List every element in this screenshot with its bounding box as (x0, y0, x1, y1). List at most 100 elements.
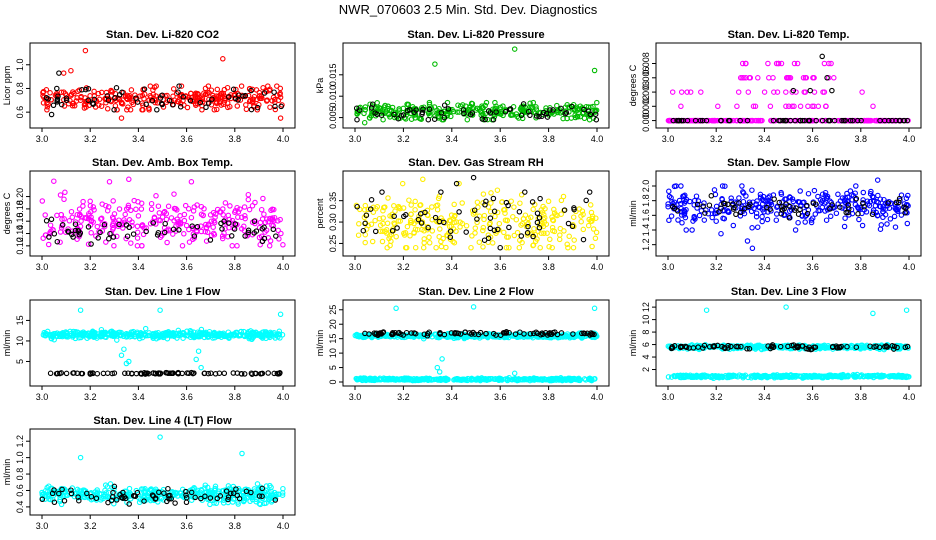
data-point (51, 336, 57, 343)
data-point (829, 202, 835, 208)
data-point (204, 91, 210, 97)
data-point (721, 215, 728, 222)
data-point (749, 187, 755, 193)
data-point (421, 228, 427, 234)
data-point (858, 117, 864, 124)
data-point (585, 222, 592, 229)
data-point (448, 113, 454, 120)
data-point (514, 229, 521, 236)
data-point (263, 98, 270, 104)
data-point (57, 229, 64, 235)
data-point (859, 222, 866, 229)
data-point (487, 215, 494, 221)
data-point (404, 101, 410, 108)
x-tick-label: 3.2 (84, 134, 97, 144)
data-point (408, 202, 414, 208)
data-point (551, 206, 557, 213)
data-point (368, 197, 375, 203)
data-point (403, 329, 410, 336)
data-point (511, 232, 518, 239)
data-point (43, 94, 50, 101)
data-point (220, 206, 226, 212)
data-point (432, 61, 438, 67)
data-point (476, 239, 483, 245)
data-point (386, 112, 392, 118)
data-point (813, 117, 819, 124)
data-point (483, 198, 489, 205)
data-point (793, 89, 799, 95)
data-point (789, 342, 795, 349)
data-point (125, 204, 132, 211)
data-point (568, 115, 575, 121)
x-tick-label: 4.0 (277, 521, 290, 531)
data-point (251, 218, 258, 224)
data-point (111, 107, 117, 113)
y-axis-label: ml/min (315, 330, 325, 357)
data-point (206, 328, 213, 335)
data-point (844, 343, 850, 350)
data-point (46, 234, 52, 240)
data-point (220, 56, 226, 62)
data-point (893, 199, 900, 206)
data-point (759, 117, 765, 124)
data-point (148, 206, 155, 213)
data-point (864, 373, 871, 379)
data-point (461, 110, 467, 117)
data-point (528, 104, 535, 111)
data-point (247, 331, 254, 337)
data-point (356, 221, 362, 227)
data-point (746, 75, 753, 81)
data-point (61, 103, 68, 109)
data-point (735, 89, 742, 95)
data-point (78, 334, 84, 341)
data-point (232, 95, 239, 102)
data-point (126, 224, 132, 231)
data-point (456, 180, 462, 187)
y-tick-label: 0.35 (328, 192, 338, 210)
data-point (164, 335, 171, 342)
data-point (242, 92, 249, 99)
data-point (260, 195, 266, 202)
data-point (669, 89, 676, 95)
data-point (691, 202, 697, 208)
data-point (183, 222, 190, 229)
data-point (570, 331, 576, 337)
data-point (254, 104, 261, 111)
data-point (395, 330, 401, 336)
plot-frame (29, 42, 296, 129)
data-point (761, 89, 768, 95)
data-point (737, 117, 743, 124)
data-point (431, 116, 438, 122)
data-point (69, 214, 76, 221)
data-point (487, 110, 494, 116)
data-point (801, 199, 807, 205)
data-point (109, 214, 116, 220)
data-point (581, 106, 587, 113)
data-point (749, 225, 755, 231)
x-tick-label: 4.0 (277, 134, 290, 144)
y-axis-label: Licor ppm (2, 66, 12, 106)
data-point (396, 106, 402, 112)
data-point (590, 226, 597, 232)
data-point (741, 373, 748, 380)
data-point (868, 188, 874, 195)
x-tick-label: 3.0 (36, 262, 49, 272)
data-point (880, 208, 886, 215)
data-point (129, 219, 135, 225)
panel-title: Stan. Dev. Gas Stream RH (408, 157, 544, 169)
data-point (417, 202, 423, 209)
data-point (361, 207, 368, 213)
x-tick-label: 3.6 (494, 262, 507, 272)
data-point (471, 207, 478, 213)
data-point (513, 111, 520, 117)
x-tick-label: 3.4 (758, 262, 771, 272)
data-point (69, 100, 76, 107)
data-point (785, 374, 791, 380)
data-point (534, 210, 541, 217)
data-point (397, 205, 403, 212)
data-point (787, 75, 794, 81)
data-point (211, 107, 218, 113)
data-point (436, 369, 443, 375)
data-point (153, 83, 159, 89)
